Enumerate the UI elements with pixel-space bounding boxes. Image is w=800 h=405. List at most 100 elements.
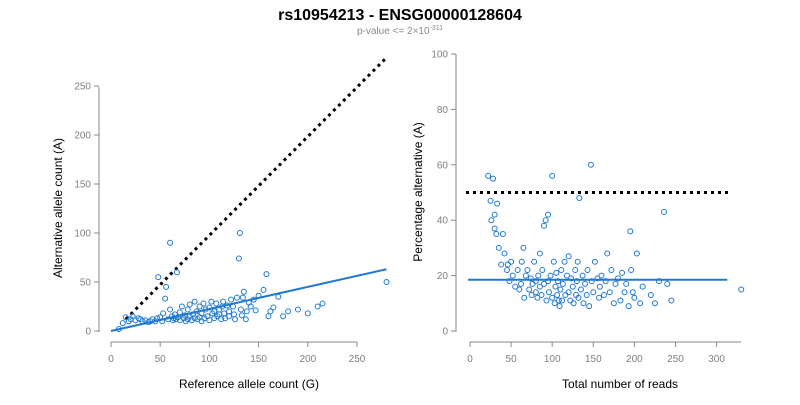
right-data-point [594,275,601,282]
right-data-point [538,291,545,298]
right-y-tick-label-3: 60 [437,160,449,171]
right-data-point [551,300,558,307]
right-data-point [508,258,515,265]
left-data-point [196,303,203,310]
left-data-point [275,293,282,300]
right-data-point [491,225,498,232]
right-data-point [520,244,527,251]
right-data-point [579,272,586,279]
right-data-point [490,175,497,182]
right-y-tick-label-1: 20 [437,271,449,282]
left-data-point [243,308,250,315]
right-data-point [501,250,508,257]
left-data-point [173,269,180,276]
right-x-tick-label-6: 300 [708,354,725,365]
right-data-point [612,280,619,287]
left-x-tick-label-1: 50 [155,354,167,365]
left-x-axis-label: Reference allele count (G) [179,377,319,391]
right-data-point [633,250,640,257]
right-data-point [487,197,494,204]
left-data-point [211,315,218,322]
right-data-point [518,258,525,265]
right-data-point [628,267,635,274]
right-data-point [559,297,566,304]
right-panel: Total number of reads Percentage alterna… [411,50,745,391]
right-data-point [660,208,667,215]
right-data-point [554,278,561,285]
right-data-point [586,303,593,310]
right-data-point [574,258,581,265]
right-data-point [542,217,549,224]
left-data-point [178,303,185,310]
right-data-point [565,253,572,260]
subtitle-exponent: -311 [430,25,444,32]
right-x-axis-label: Total number of reads [562,377,678,391]
right-data-point [570,300,577,307]
left-x-tick-label-4: 200 [299,354,316,365]
left-data-point [186,301,193,308]
right-data-point [543,297,550,304]
left-fit-line [110,268,387,332]
right-x-tick-label-4: 200 [626,354,643,365]
left-data-point [226,313,233,320]
right-data-point [539,267,546,274]
right-data-point [547,272,554,279]
right-data-point [584,267,591,274]
right-data-point [596,294,603,301]
right-data-point [545,211,552,218]
right-data-point [651,300,658,307]
left-y-tick-label-2: 100 [74,229,91,240]
right-data-point [625,303,632,310]
right-data-point [509,272,516,279]
left-data-point [252,307,259,314]
left-data-point [233,294,240,301]
right-data-point [567,297,574,304]
right-data-point [534,294,541,301]
left-data-point [280,313,287,320]
right-data-point [485,172,492,179]
right-data-point [488,217,495,224]
right-data-point [536,283,543,290]
left-y-tick-label-3: 150 [74,180,91,191]
right-data-point [516,286,523,293]
left-data-point [263,271,270,278]
left-data-point [240,288,247,295]
right-data-point [503,267,510,274]
right-data-point [627,228,634,235]
left-data-point [201,315,208,322]
left-data-point [267,308,274,315]
left-panel: Reference allele count (G) Alternative a… [51,56,390,391]
right-data-point [528,291,535,298]
left-data-point [119,320,126,327]
right-data-point [591,258,598,265]
left-data-point [226,308,233,315]
left-data-point [235,255,242,262]
left-data-point [265,313,272,320]
right-data-point [639,283,646,290]
right-data-point [738,286,745,293]
right-data-point [664,280,671,287]
left-data-point [208,298,215,305]
right-data-point [596,283,603,290]
left-data-point [211,308,218,315]
right-data-point [535,272,542,279]
right-data-point [532,289,539,296]
left-data-point [238,312,245,319]
right-data-point [656,278,663,285]
right-x-tick-label-2: 100 [544,354,561,365]
left-y-axis-label: Alternative allele count (A) [51,138,65,278]
right-data-point [580,300,587,307]
right-data-point [522,272,529,279]
chart-title: rs10954213 - ENSG00000128604 [278,7,522,24]
left-data-point [319,300,326,307]
left-data-point [176,309,183,316]
right-data-point [524,267,531,274]
right-data-point [565,289,572,296]
right-data-point [647,291,654,298]
left-data-point [294,306,301,313]
right-data-point [529,280,536,287]
right-data-point [532,278,539,285]
left-y-tick-label-4: 200 [74,131,91,142]
